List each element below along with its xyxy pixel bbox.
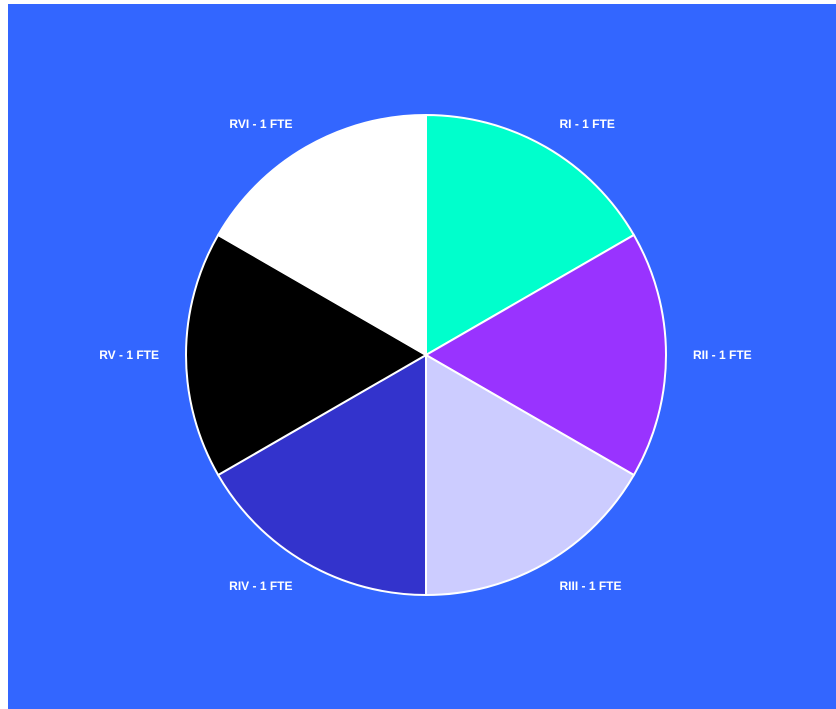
pie-slice-5 bbox=[185, 233, 428, 477]
pie-label-1: RI - 1 FTE bbox=[560, 117, 615, 131]
pie-slice-6 bbox=[216, 113, 427, 357]
pie-slice-4 bbox=[216, 353, 427, 597]
pie-label-3: RIII - 1 FTE bbox=[560, 579, 622, 593]
pie-slice-2 bbox=[424, 233, 667, 477]
pie-slices bbox=[185, 113, 667, 597]
pie-label-6: RVI - 1 FTE bbox=[229, 117, 292, 131]
pie-label-4: RIV - 1 FTE bbox=[229, 579, 292, 593]
pie-slice-3 bbox=[425, 353, 636, 597]
pie-slice-1 bbox=[425, 113, 636, 357]
pie-chart: RI - 1 FTE RII - 1 FTE RIII - 1 FTE RIV - 1… bbox=[99, 113, 752, 597]
chart-background: RI - 1 FTE RII - 1 FTE RIII - 1 FTE RIV - 1… bbox=[8, 4, 836, 709]
pie-label-2: RII - 1 FTE bbox=[693, 348, 752, 362]
pie-label-5: RV - 1 FTE bbox=[99, 348, 159, 362]
pie-labels: RI - 1 FTE RII - 1 FTE RIII - 1 FTE RIV - 1… bbox=[99, 117, 751, 593]
